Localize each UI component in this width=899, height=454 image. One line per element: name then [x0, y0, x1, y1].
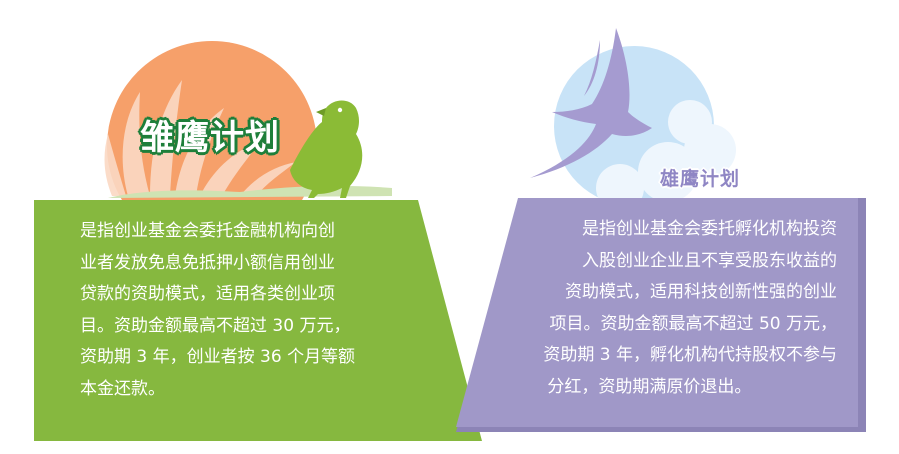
right-card-line: 入股创业企业且不享受股东收益的: [582, 250, 837, 271]
right-card-line: 项目。资助金额最高不超过 50 万元，: [549, 313, 837, 334]
left-card-title: 雏鹰计划: [140, 118, 280, 158]
left-card-panel: [34, 200, 482, 441]
left-card-line: 业者发放免息免抵押小额信用创业: [80, 252, 335, 273]
left-card-line: 资助期 3 年，创业者按 36 个月等额: [80, 347, 356, 367]
left-leaf-decoration: [104, 80, 296, 196]
right-card-line: 是指创业基金会委托孵化机构投资: [582, 219, 837, 239]
right-card-line: 资助模式，适用科技创新性强的创业: [565, 282, 837, 302]
soaring-eagle-icon: [530, 28, 652, 178]
left-card-description: 是指创业基金会委托金融机构向创 业者发放免息免抵押小额信用创业 贷款的资助模式，…: [80, 216, 355, 405]
right-card-line: 资助期 3 年，孵化机构代持股权不参与: [543, 345, 837, 365]
left-card-line: 本金还款。: [80, 378, 165, 399]
left-card-line: 是指创业基金会委托金融机构向创: [80, 221, 335, 241]
left-card-line: 目。资助金额最高不超过 30 万元，: [80, 315, 351, 336]
right-card-title: 雄鹰计划: [660, 168, 741, 190]
right-card-panel: [456, 198, 858, 427]
perched-bird-icon: [290, 100, 363, 198]
right-card-line: 分红，资助期满原价退出。: [547, 376, 752, 397]
left-card-line: 贷款的资助模式，适用各类创业项: [80, 284, 335, 304]
left-sun-circle: [107, 41, 317, 251]
right-card-description: 是指创业基金会委托孵化机构投资 入股创业企业且不享受股东收益的 资助模式，适用科…: [543, 214, 837, 403]
